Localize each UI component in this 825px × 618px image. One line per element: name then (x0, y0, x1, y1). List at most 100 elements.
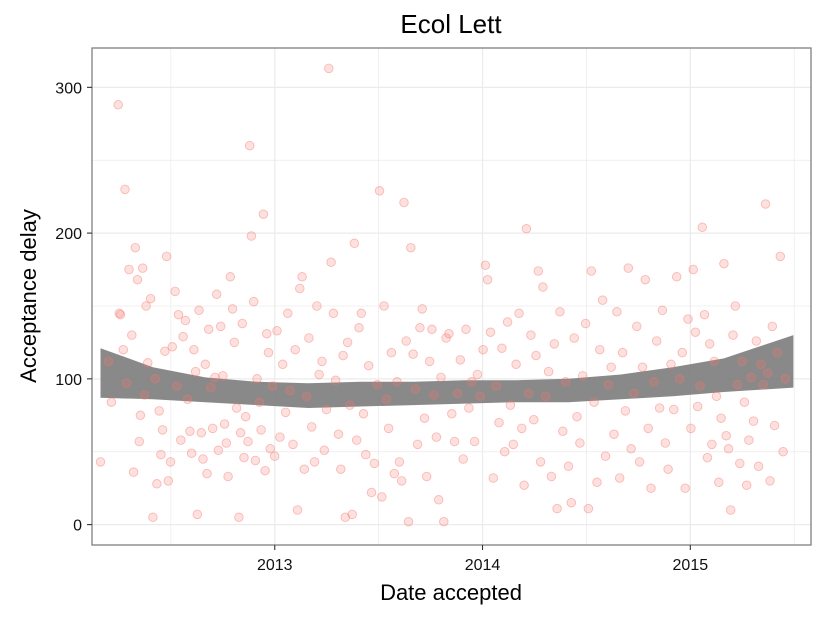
scatter-point (563, 461, 574, 472)
x-tick-label: 2015 (673, 557, 709, 574)
scatter-point (299, 464, 310, 474)
scatter-point (309, 457, 320, 467)
scatter-point (340, 512, 351, 523)
scatter-point (243, 436, 253, 447)
scatter-point (623, 263, 634, 273)
scatter-point (778, 446, 788, 457)
scatter-point (523, 388, 534, 399)
scatter-point (651, 336, 662, 346)
scatter-point (379, 301, 389, 311)
scatter-point (213, 445, 224, 456)
x-axis: 2013 2014 2015 (257, 545, 708, 574)
scatter-point (533, 266, 544, 276)
scatter-point (283, 308, 293, 319)
scatter-point (165, 457, 176, 467)
scatter-point (531, 350, 541, 361)
scatter-point (250, 455, 261, 466)
scatter-point (780, 374, 791, 384)
scatter-point (692, 401, 703, 412)
scatter-point (431, 432, 442, 442)
scatter-point (756, 359, 766, 370)
scatter-point (317, 356, 327, 367)
scatter-point (436, 372, 446, 383)
scatter-point (192, 509, 203, 520)
scatter-point (680, 483, 690, 493)
scatter-point (514, 308, 524, 319)
scatter-point (447, 409, 457, 419)
scatter-point (288, 439, 298, 450)
scatter-point (290, 344, 300, 355)
scatter-point (511, 359, 521, 370)
scatter-point (156, 449, 166, 460)
scatter-point (728, 330, 738, 340)
scatter-point (186, 448, 197, 458)
scatter-point (753, 461, 764, 472)
scatter-point (324, 63, 334, 74)
scatter-point (732, 379, 743, 390)
scatter-point (154, 406, 164, 416)
scatter-point (592, 477, 602, 488)
scatter-point (626, 444, 636, 454)
scatter-point (141, 301, 151, 311)
scatter-point (285, 385, 295, 396)
scatter-point (399, 197, 409, 208)
scatter-point (203, 324, 214, 335)
scatter-point (137, 263, 148, 273)
x-tick-label: 2014 (465, 557, 501, 574)
x-axis-title: Date accepted (380, 580, 522, 605)
scatter-point (600, 451, 611, 461)
scatter-point (127, 330, 137, 340)
scatter-point (312, 301, 322, 311)
y-tick-label: 200 (55, 226, 82, 243)
scatter-point (120, 184, 130, 195)
scatter-point (275, 432, 285, 442)
scatter-point (152, 479, 162, 489)
scatter-point (121, 378, 131, 388)
scatter-point (424, 356, 435, 367)
scatter-point (586, 266, 597, 276)
scatter-point (521, 223, 532, 234)
scatter-point (723, 444, 734, 454)
scatter-point (172, 381, 182, 391)
scatter-point (508, 439, 519, 450)
scatter-point (629, 388, 639, 399)
scatter-point (478, 344, 488, 355)
scatter-point (695, 381, 705, 391)
scatter-point (336, 464, 346, 474)
scatter-point (267, 381, 278, 391)
scatter-point (560, 377, 571, 387)
scatter-point (637, 362, 648, 372)
scatter-point (741, 480, 752, 490)
scatter-point (401, 336, 411, 346)
scatter-point (221, 438, 232, 448)
scatter-point (552, 503, 562, 514)
scatter-point (660, 438, 671, 448)
scatter-point (185, 426, 195, 437)
scatter-point (464, 403, 474, 413)
scatter-point (330, 375, 341, 386)
scatter-point (389, 468, 400, 479)
y-tick-label: 0 (73, 518, 82, 535)
scatter-point (671, 272, 682, 282)
scatter-point (762, 368, 773, 378)
scatter-point (714, 477, 724, 488)
scatter-point (546, 471, 557, 482)
scatter-point (721, 430, 731, 441)
scatter-point (161, 251, 172, 262)
scatter-point (403, 516, 414, 527)
scatter-point (118, 344, 129, 355)
panel-background (92, 48, 811, 545)
scatter-point (252, 374, 262, 384)
scatter-point (328, 308, 339, 319)
scatter-point (263, 347, 274, 358)
scatter-point (555, 307, 565, 317)
scatter-point (458, 454, 468, 464)
scatter-point (128, 467, 139, 477)
scatter-point (383, 423, 394, 434)
scatter-point (333, 429, 344, 439)
scatter-point (254, 397, 265, 407)
scatter-point (198, 454, 208, 464)
scatter-point (505, 400, 516, 410)
scatter-point (612, 307, 622, 317)
data-points (95, 63, 791, 527)
